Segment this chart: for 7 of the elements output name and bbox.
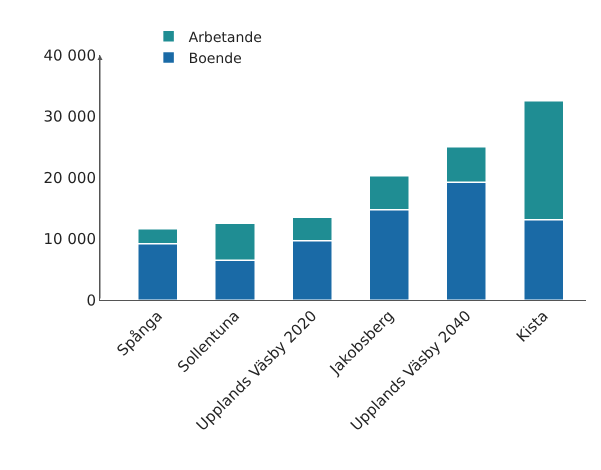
y-tick-label: 40 000 [44,46,96,64]
y-tick-label: 0 [86,291,96,310]
legend-label: Boende [188,50,242,67]
y-tick-label: 10 000 [44,230,96,248]
y-tick-label: 20 000 [44,168,96,187]
y-tick-label: 30 000 [44,108,96,126]
legend-label: Arbetande [188,30,262,46]
